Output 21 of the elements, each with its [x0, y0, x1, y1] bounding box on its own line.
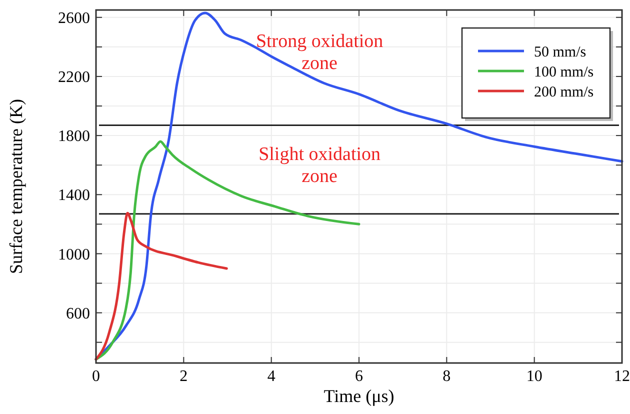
x-tick-label: 10 — [526, 368, 542, 385]
x-tick-label: 12 — [614, 368, 630, 385]
y-tick-label: 1000 — [58, 246, 90, 264]
legend-label: 100 mm/s — [534, 64, 594, 80]
legend-label: 200 mm/s — [534, 84, 594, 100]
x-tick-label: 6 — [355, 368, 363, 385]
line-series — [94, 212, 228, 361]
annotation: Slight oxidation zone — [258, 144, 382, 187]
y-tick-label: 1800 — [58, 128, 90, 146]
x-tick-label: 4 — [267, 368, 276, 385]
x-tick-label: 8 — [442, 368, 451, 385]
y-tick-label: 1400 — [58, 187, 90, 204]
y-tick-label: 2200 — [58, 69, 90, 86]
y-axis-title: Surface temperature (K) — [6, 99, 26, 274]
annotation: Strong oxidation zone — [256, 31, 384, 74]
x-axis-title: Time (μs) — [324, 386, 394, 406]
x-tick-label: 2 — [180, 368, 188, 385]
y-tick-label: 2600 — [58, 10, 90, 27]
y-tick-label: 600 — [66, 305, 90, 322]
legend-label: 50 mm/s — [534, 44, 586, 60]
x-tick-label: 0 — [92, 368, 100, 385]
